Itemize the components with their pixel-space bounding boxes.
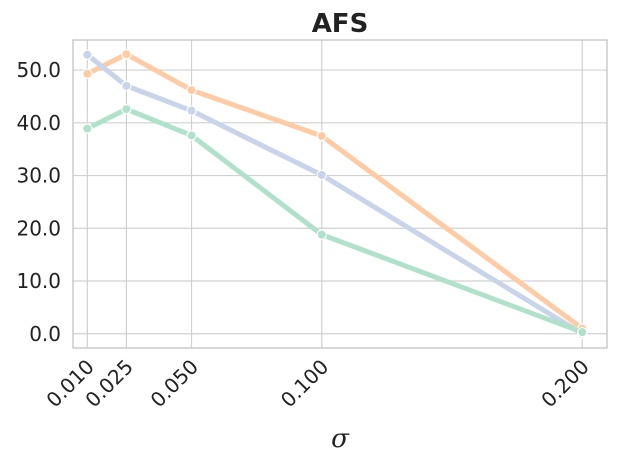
data-point [316, 229, 327, 240]
y-tick-label: 20.0 [16, 216, 61, 240]
y-tick-label: 10.0 [16, 269, 61, 293]
x-axis-label: σ [331, 424, 350, 454]
y-tick-label: 50.0 [16, 58, 61, 82]
series-3 [82, 103, 588, 338]
x-tick-label: 0.200 [536, 355, 593, 412]
data-point [82, 68, 93, 79]
data-point [121, 103, 132, 115]
data-point [316, 130, 327, 142]
data-point [316, 169, 327, 181]
y-tick-label: 0.0 [29, 322, 61, 346]
x-tick-label: 0.050 [146, 355, 203, 412]
data-point [186, 105, 197, 116]
series-1 [82, 49, 588, 334]
data-point [121, 49, 132, 60]
data-point [82, 123, 93, 134]
series-line [84, 52, 585, 337]
data-point [186, 130, 197, 141]
plot-frame [72, 39, 608, 349]
y-axis-ticks: 0.0 10.0 20.0 30.0 40.0 50.0 [16, 58, 61, 346]
series-2 [82, 49, 588, 339]
x-tick-label: 0.100 [276, 355, 333, 412]
data-point [82, 49, 93, 60]
data-point [186, 84, 197, 96]
y-tick-label: 30.0 [16, 164, 61, 188]
plot-series [82, 49, 588, 339]
data-point [577, 326, 588, 338]
y-tick-label: 40.0 [16, 111, 61, 135]
data-point [121, 80, 132, 92]
chart-title: AFS [312, 9, 369, 39]
